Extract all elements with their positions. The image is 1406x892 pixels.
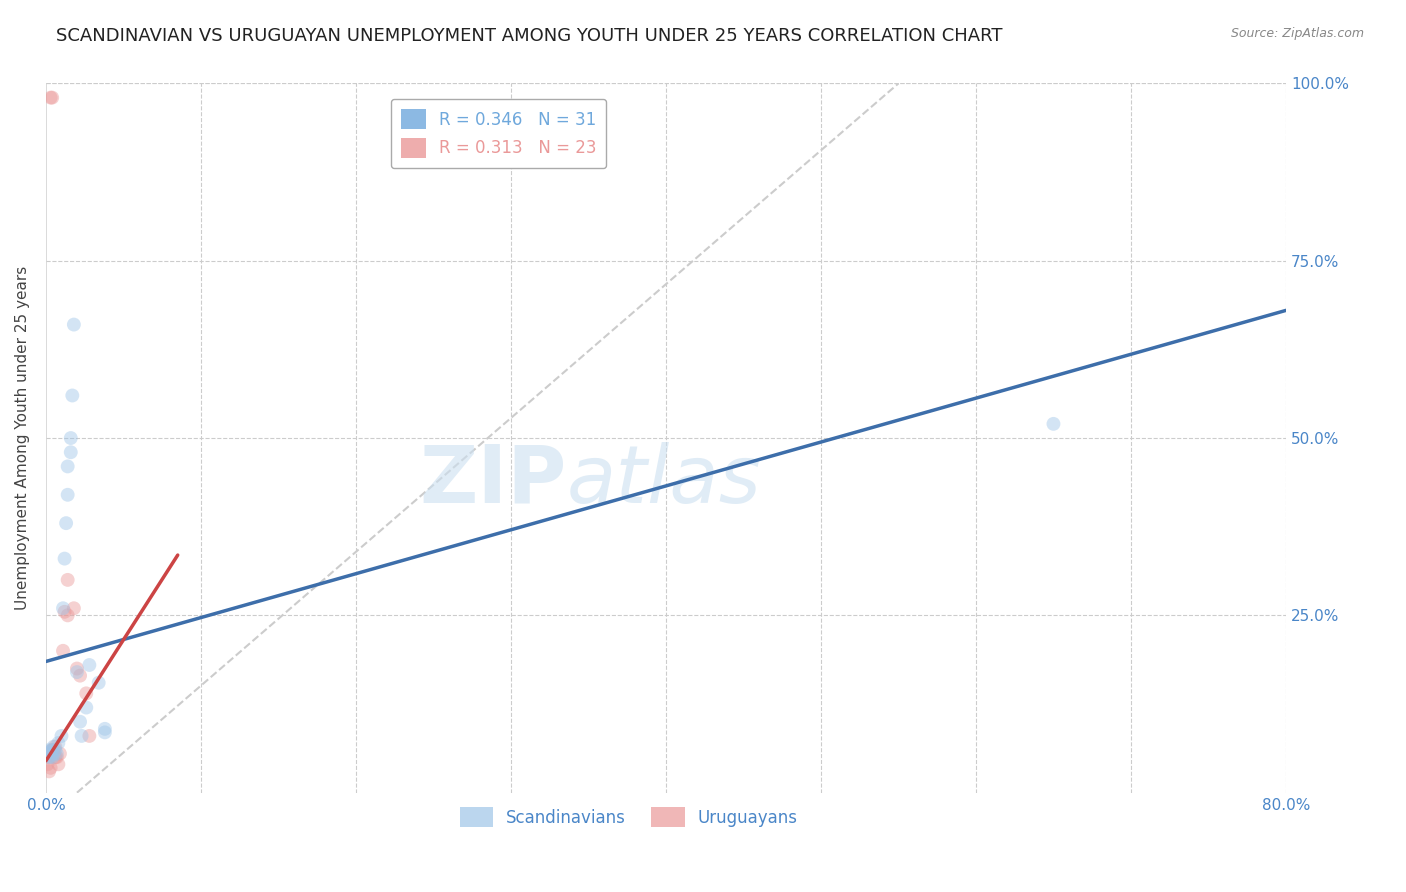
Point — [56, 459, 79, 474]
Point — [38, 750, 60, 764]
Point — [60, 388, 83, 402]
Point — [69, 714, 91, 729]
Point — [49, 747, 72, 761]
Point — [53, 551, 76, 566]
Y-axis label: Unemployment Among Youth under 25 years: Unemployment Among Youth under 25 years — [15, 266, 30, 610]
Point — [41, 90, 63, 104]
Text: SCANDINAVIAN VS URUGUAYAN UNEMPLOYMENT AMONG YOUTH UNDER 25 YEARS CORRELATION CH: SCANDINAVIAN VS URUGUAYAN UNEMPLOYMENT A… — [56, 27, 1002, 45]
Point — [66, 665, 89, 679]
Point — [56, 488, 79, 502]
Point — [55, 516, 77, 530]
Point — [56, 608, 79, 623]
Point — [44, 750, 66, 764]
Point — [75, 700, 97, 714]
Point — [52, 601, 75, 615]
Point — [94, 725, 117, 739]
Point — [48, 757, 70, 772]
Point — [44, 743, 66, 757]
Point — [37, 757, 59, 772]
Point — [94, 722, 117, 736]
Point — [75, 686, 97, 700]
Point — [39, 748, 62, 763]
Text: ZIP: ZIP — [419, 442, 567, 520]
Point — [38, 764, 60, 779]
Point — [39, 761, 62, 775]
Point — [63, 318, 86, 332]
Point — [79, 729, 101, 743]
Point — [48, 736, 70, 750]
Point — [52, 644, 75, 658]
Point — [39, 745, 62, 759]
Point — [45, 750, 67, 764]
Point — [41, 750, 63, 764]
Point — [45, 747, 67, 761]
Text: Source: ZipAtlas.com: Source: ZipAtlas.com — [1230, 27, 1364, 40]
Point — [44, 739, 66, 754]
Point — [41, 743, 63, 757]
Point — [1042, 417, 1064, 431]
Point — [56, 573, 79, 587]
Point — [42, 739, 65, 754]
Point — [63, 601, 86, 615]
Point — [37, 747, 59, 761]
Text: atlas: atlas — [567, 442, 762, 520]
Point — [69, 668, 91, 682]
Point — [79, 658, 101, 673]
Point — [59, 445, 82, 459]
Point — [53, 605, 76, 619]
Point — [59, 431, 82, 445]
Point — [51, 729, 73, 743]
Point — [87, 675, 110, 690]
Legend: Scandinavians, Uruguayans: Scandinavians, Uruguayans — [453, 800, 804, 834]
Point — [39, 747, 62, 761]
Point — [38, 750, 60, 764]
Point — [38, 743, 60, 757]
Point — [70, 729, 93, 743]
Point — [66, 661, 89, 675]
Point — [42, 743, 65, 757]
Point — [41, 743, 63, 757]
Point — [42, 747, 65, 761]
Point — [39, 90, 62, 104]
